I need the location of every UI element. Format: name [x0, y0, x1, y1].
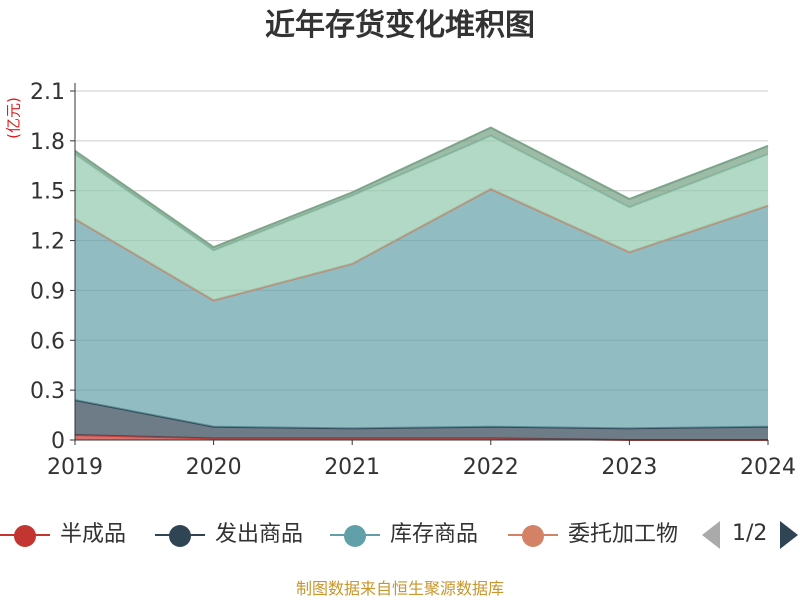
data-source-note: 制图数据来自恒生聚源数据库	[295, 579, 504, 598]
legend-circle-icon	[522, 525, 544, 547]
area-series-3	[75, 189, 768, 429]
legend-pager: 1/2	[700, 515, 800, 555]
x-tick-label: 2019	[47, 455, 103, 480]
area-line-series-2	[74, 399, 769, 430]
legend: 半成品 发出商品 库存商品 委托加工物	[0, 515, 800, 555]
legend-circle-icon	[14, 525, 36, 547]
x-tick-label: 2020	[186, 455, 242, 480]
x-tick-label: 2023	[601, 455, 657, 480]
y-tick-label: 0.9	[30, 279, 65, 304]
y-tick-label: 1.8	[30, 130, 65, 155]
y-tick-label: 0.3	[30, 379, 65, 404]
area-series-2	[75, 400, 768, 440]
x-tick-label: 2024	[740, 455, 796, 480]
x-tick-label: 2021	[324, 455, 380, 480]
legend-label: 半成品	[60, 522, 127, 547]
legend-label: 库存商品	[390, 522, 479, 547]
legend-circle-icon	[169, 525, 191, 547]
legend-label: 发出商品	[215, 522, 304, 547]
y-axis-unit-text: (亿元)	[4, 97, 23, 139]
area-line-series-6	[74, 126, 769, 249]
legend-circle-icon	[344, 525, 366, 547]
legend-label: 委托加工物	[568, 522, 679, 547]
legend-next-page-button[interactable]	[780, 521, 798, 549]
area-series-5	[75, 135, 768, 301]
y-tick-label: 2.1	[30, 80, 65, 105]
y-axis-unit-label: (亿元)	[2, 92, 24, 144]
x-tick-label: 2022	[463, 455, 519, 480]
y-tick-label: 0	[51, 429, 65, 454]
chart-title: 近年存货变化堆积图	[265, 8, 535, 43]
legend-prev-page-button[interactable]	[702, 521, 720, 549]
y-tick-label: 1.2	[30, 230, 65, 255]
y-tick-label: 0.6	[30, 329, 65, 354]
legend-page-indicator: 1/2	[732, 521, 768, 546]
y-tick-label: 1.5	[30, 180, 65, 205]
